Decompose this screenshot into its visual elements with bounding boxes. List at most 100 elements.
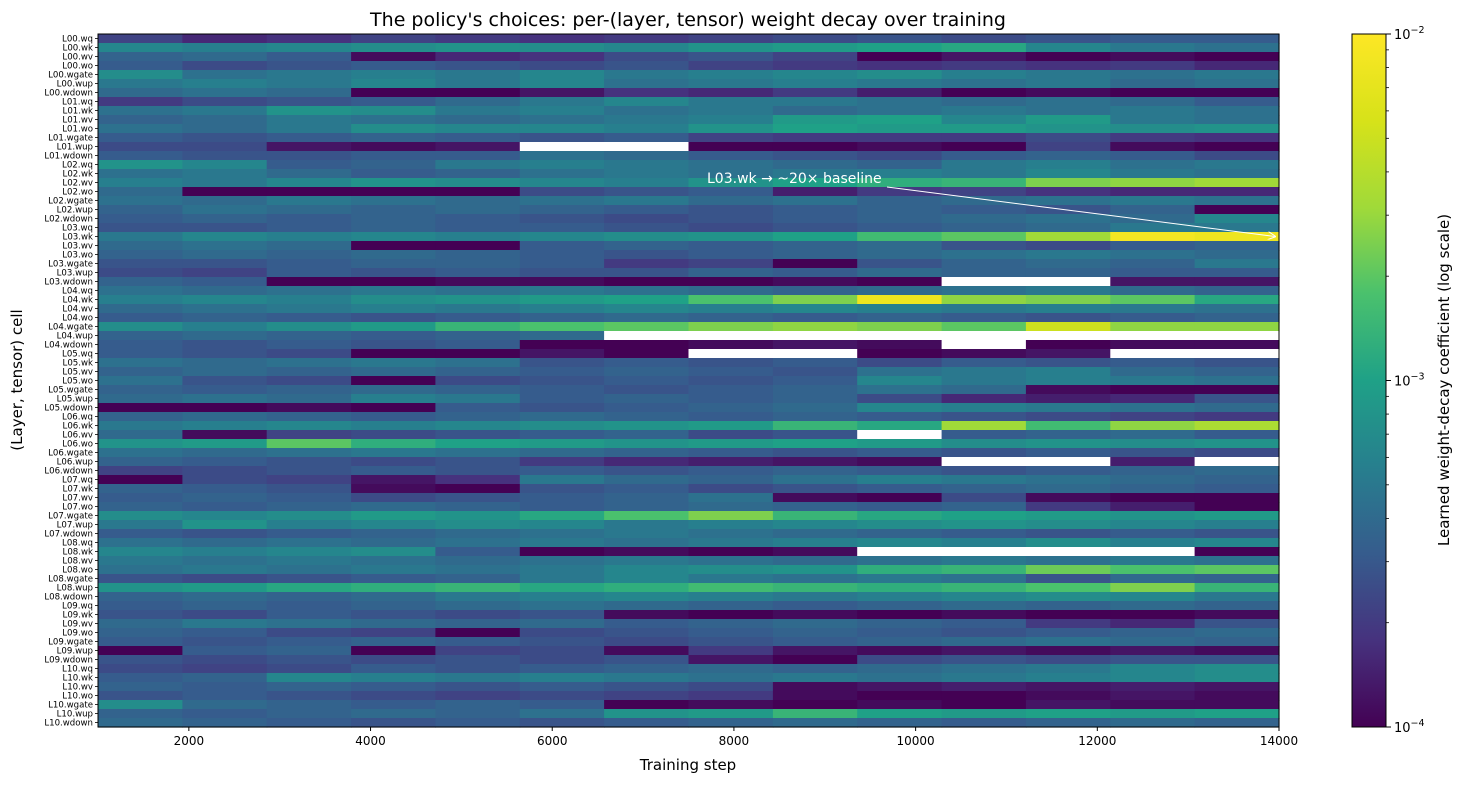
- y-tick-label: L02.wq: [62, 161, 93, 171]
- heatmap-cell: [351, 115, 437, 125]
- heatmap-cell: [182, 295, 268, 305]
- heatmap-cell: [688, 592, 774, 602]
- heatmap-cell: [182, 655, 268, 665]
- heatmap-cell: [266, 277, 352, 287]
- heatmap-cell: [351, 601, 437, 611]
- y-tick-label: L10.wgate: [48, 701, 93, 711]
- heatmap-cell: [98, 502, 183, 512]
- heatmap-cell: [941, 691, 1027, 701]
- heatmap-cell: [772, 412, 858, 422]
- heatmap-cell: [1025, 520, 1111, 530]
- heatmap-cell: [1025, 169, 1111, 179]
- heatmap-cell: [772, 322, 858, 332]
- heatmap-cell: [266, 619, 352, 629]
- heatmap-cell: [688, 250, 774, 260]
- y-tick-label: L09.wup: [57, 647, 93, 657]
- heatmap-cell: [182, 34, 268, 44]
- heatmap-cell: [266, 583, 352, 593]
- heatmap-cell: [857, 295, 943, 305]
- heatmap-cell: [519, 295, 605, 305]
- heatmap-cell: [941, 187, 1027, 197]
- heatmap-cell: [98, 277, 183, 287]
- heatmap-cell: [857, 403, 943, 413]
- heatmap-cell: [941, 547, 1027, 557]
- heatmap-cell: [857, 151, 943, 161]
- heatmap-cell: [688, 70, 774, 80]
- heatmap-cell: [688, 646, 774, 656]
- heatmap-cell: [351, 376, 437, 386]
- heatmap-cell: [1025, 277, 1111, 287]
- y-tick-label: L01.wup: [57, 143, 93, 153]
- y-tick-label: L08.wo: [62, 566, 93, 576]
- heatmap-cell: [435, 223, 521, 233]
- heatmap-cell: [604, 637, 690, 647]
- heatmap-cell: [1194, 502, 1280, 512]
- heatmap-cell: [98, 61, 183, 71]
- heatmap-cell: [857, 547, 943, 557]
- heatmap-cell: [519, 115, 605, 125]
- heatmap-cell: [604, 88, 690, 98]
- heatmap-cell: [1025, 187, 1111, 197]
- heatmap-cell: [688, 637, 774, 647]
- heatmap-cell: [604, 142, 690, 152]
- heatmap-cell: [351, 367, 437, 377]
- heatmap-cell: [98, 331, 183, 341]
- heatmap-cell: [604, 421, 690, 431]
- heatmap-cell: [688, 241, 774, 251]
- heatmap-cell: [1025, 394, 1111, 404]
- y-tick-label: L01.wq: [62, 98, 93, 108]
- heatmap-cell: [266, 331, 352, 341]
- heatmap-cell: [1110, 457, 1196, 467]
- y-tick-label: L03.wq: [62, 224, 93, 234]
- heatmap-cell: [266, 232, 352, 242]
- y-tick-label: L05.wv: [62, 368, 93, 378]
- heatmap-cell: [772, 61, 858, 71]
- heatmap-cell: [182, 394, 268, 404]
- heatmap-cell: [1194, 574, 1280, 584]
- heatmap-cell: [941, 592, 1027, 602]
- heatmap-cell: [772, 187, 858, 197]
- heatmap-cell: [604, 106, 690, 116]
- heatmap-cell: [772, 691, 858, 701]
- heatmap-cell: [688, 682, 774, 692]
- y-tick-label: L02.wv: [62, 179, 93, 189]
- heatmap-cell: [182, 358, 268, 368]
- heatmap-cell: [1025, 97, 1111, 107]
- y-tick-label: L07.wo: [62, 503, 93, 513]
- heatmap-cell: [857, 709, 943, 719]
- heatmap-cell: [1110, 691, 1196, 701]
- heatmap-cell: [435, 376, 521, 386]
- y-tick-label: L08.wq: [62, 539, 93, 549]
- heatmap-cell: [1194, 34, 1280, 44]
- heatmap-cell: [772, 286, 858, 296]
- heatmap-cell: [1110, 592, 1196, 602]
- heatmap-cell: [1025, 502, 1111, 512]
- heatmap-cell: [857, 268, 943, 278]
- heatmap-cell: [772, 214, 858, 224]
- heatmap-cell: [182, 529, 268, 539]
- heatmap-cell: [266, 691, 352, 701]
- heatmap-cell: [519, 61, 605, 71]
- heatmap-cell: [772, 97, 858, 107]
- heatmap-cell: [688, 304, 774, 314]
- heatmap-cell: [1194, 241, 1280, 251]
- heatmap-cell: [519, 52, 605, 62]
- heatmap-cell: [98, 547, 183, 557]
- heatmap-cell: [98, 286, 183, 296]
- heatmap-cell: [941, 178, 1027, 188]
- heatmap-cell: [435, 475, 521, 485]
- heatmap-cell: [772, 484, 858, 494]
- heatmap-cell: [1194, 61, 1280, 71]
- heatmap-cell: [1025, 241, 1111, 251]
- heatmap-cell: [351, 565, 437, 575]
- heatmap-cell: [1110, 682, 1196, 692]
- heatmap-cell: [857, 592, 943, 602]
- heatmap-cell: [98, 97, 183, 107]
- heatmap-cell: [688, 97, 774, 107]
- heatmap-cell: [98, 376, 183, 386]
- heatmap-cell: [1110, 106, 1196, 116]
- heatmap-cell: [519, 448, 605, 458]
- heatmap-cell: [941, 520, 1027, 530]
- heatmap-cell: [519, 367, 605, 377]
- heatmap-cell: [519, 331, 605, 341]
